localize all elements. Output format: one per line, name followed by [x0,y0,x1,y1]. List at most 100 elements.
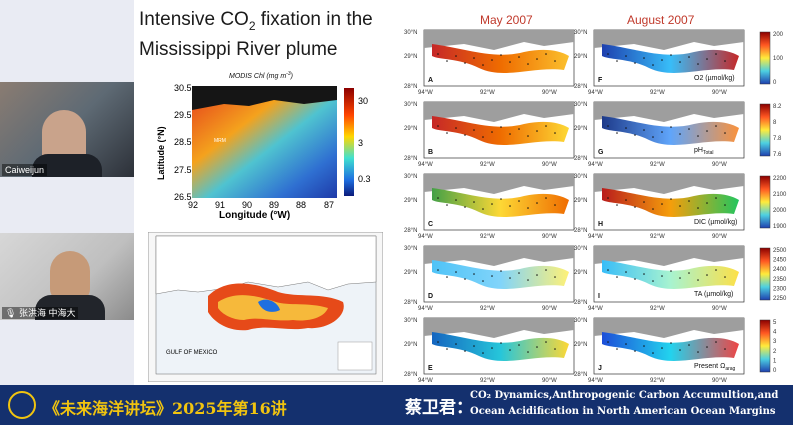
lecture-logo-icon [8,391,36,419]
colorbar-tick: 100 [773,56,784,62]
svg-text:29.5: 29.5 [174,110,192,120]
colorbar-tick: 200 [773,32,784,38]
participant-tile-caiweijun[interactable]: Caiweijun [0,82,134,177]
map-panel: E 30°N 29°N 28°N94°W 92°W 90°W [404,317,575,382]
panel-label: D [428,293,433,300]
lecture-banner: 《未来海洋讲坛》2025年第16讲 蔡卫君： CO₂ Dynamics,Anth… [0,385,793,425]
colorbar [759,103,771,157]
lon-tick: 92°W [480,162,495,168]
colorbar-tick: 2200 [773,176,787,182]
lat-tick: 29°N [574,54,587,60]
lon-tick: 92°W [650,90,665,96]
colorbar [759,31,771,85]
lon-tick: 94°W [418,378,433,382]
participant-rail: Caiweijun 🎙 张洪海 中海大 [0,0,134,385]
panel-label: B [428,149,433,156]
lat-tick: 29°N [574,198,587,204]
panel-label: C [428,221,433,228]
month-left-label: May 2007 [480,13,533,27]
lon-tick: 90°W [542,162,557,168]
lon-tick: 90°W [712,162,727,168]
svg-text:87: 87 [324,200,334,210]
panel-label: F [598,77,603,84]
panel-label: H [598,221,603,228]
lat-tick: 29°N [574,126,587,132]
lat-tick: 28°N [574,156,587,162]
variable-label: O2 (µmol/kg) [694,75,735,82]
lat-tick: 30°N [574,102,587,108]
chl-colorbar [344,88,354,196]
svg-text:28.5: 28.5 [174,137,192,147]
participant-name: 🎙 张洪海 中海大 [2,307,79,319]
colorbar-tick: 5 [773,320,777,326]
map-panel: D 30°N 29°N 28°N94°W 92°W 90°W [404,245,575,312]
map-panel: B 30°N 29°N 28°N94°W 92°W 90°W [404,101,575,168]
lon-tick: 90°W [542,378,557,382]
colorbar-tick: 8.2 [773,104,782,110]
colorbar-tick: 7.8 [773,136,782,142]
lat-tick: 30°N [574,318,587,324]
svg-text:26.5: 26.5 [174,192,192,202]
lat-tick: 30°N [574,30,587,36]
panel-label: J [598,365,602,372]
colorbar-tick: 3 [773,339,777,345]
lat-tick: 28°N [404,156,417,162]
variable-label: TA (µmol/kg) [694,291,733,298]
lon-tick: 94°W [418,306,433,312]
colorbar-tick: 2450 [773,258,787,264]
lon-tick: 92°W [650,378,665,382]
map-panel: J 30°N 29°N 28°N94°W 92°W 90°W Present Ωarag 5 4… [574,317,777,382]
lat-tick: 30°N [574,246,587,252]
lat-tick: 28°N [404,300,417,306]
lon-tick: 92°W [480,306,495,312]
colorbar-tick: 2350 [773,277,787,283]
lat-tick: 30°N [574,174,587,180]
lat-tick: 30°N [404,102,417,108]
panel-label: G [598,149,604,156]
panel-label: E [428,365,433,372]
map-panel: H 30°N 29°N 28°N94°W 92°W 90°W DIC (µmol/kg) 22… [574,173,787,240]
svg-text:MODIS Chl (mg m-3): MODIS Chl (mg m-3) [229,71,293,80]
variable-label: Present Ωarag [694,363,736,372]
svg-text:GULF OF MEXICO: GULF OF MEXICO [166,350,218,356]
colorbar [759,319,771,373]
lon-tick: 94°W [418,234,433,240]
lon-tick: 94°W [588,378,603,382]
colorbar-tick: 7.6 [773,152,782,158]
lat-tick: 29°N [574,342,587,348]
shared-slide: Intensive CO2 fixation in the Mississipp… [134,0,793,385]
participant-name: Caiweijun [2,164,48,176]
colorbar-tick: 0 [773,80,777,86]
lon-tick: 90°W [542,90,557,96]
svg-text:MRM: MRM [214,138,226,144]
slide-title: Intensive CO2 fixation in the Mississipp… [139,9,373,60]
panel-label: I [598,293,600,300]
panel-label: A [428,77,433,84]
lat-tick: 29°N [574,270,587,276]
svg-text:89: 89 [269,200,279,210]
svg-text:Longitude (°W): Longitude (°W) [219,210,290,220]
lat-tick: 30°N [404,246,417,252]
colorbar-tick: 0 [773,368,777,374]
variable-label: pHTotal [694,147,714,156]
svg-text:30: 30 [358,96,368,106]
svg-text:27.5: 27.5 [174,165,192,175]
lat-tick: 30°N [404,174,417,180]
lat-tick: 30°N [404,318,417,324]
colorbar-tick: 4 [773,330,777,336]
lat-tick: 30°N [404,30,417,36]
colorbar-tick: 2000 [773,208,787,214]
colorbar-tick: 2100 [773,192,787,198]
lat-tick: 29°N [404,270,417,276]
map-panel: F 30°N 29°N 28°N94°W 92°W 90°W O2 (µmol/kg) 200… [574,29,784,96]
variable-label: DIC (µmol/kg) [694,219,737,226]
colorbar-tick: 1900 [773,224,787,230]
map-panel: G 30°N 29°N 28°N94°W 92°W 90°W pHTotal 8.2 8 7.8 7… [574,101,782,168]
participant-tile-zhang[interactable]: 🎙 张洪海 中海大 [0,233,134,320]
lon-tick: 94°W [588,306,603,312]
lat-tick: 29°N [404,54,417,60]
series-title: 《未来海洋讲坛》2025年第16讲 [44,399,287,418]
svg-text:30.5: 30.5 [174,83,192,93]
lat-tick: 29°N [404,342,417,348]
lon-tick: 90°W [712,234,727,240]
